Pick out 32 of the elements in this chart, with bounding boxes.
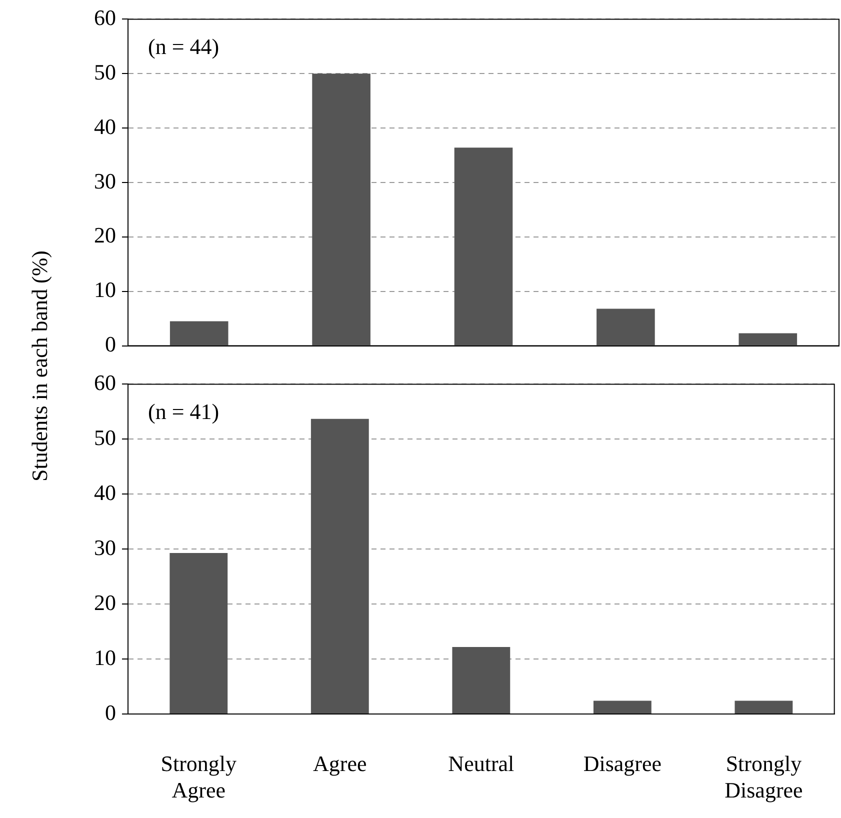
y-tick-label: 0	[105, 700, 116, 725]
y-tick-label: 10	[94, 277, 116, 302]
x-tick-label: Strongly Agree	[160, 750, 237, 802]
y-axis-title: Students in each band (%)	[27, 250, 53, 482]
x-tick-label: Agree	[313, 750, 367, 776]
x-tick-label: Disagree	[583, 750, 662, 776]
y-tick-label: 20	[94, 590, 116, 615]
x-tick-label: Strongly Disagree	[724, 750, 803, 802]
annotation: (n = 44)	[148, 34, 220, 59]
y-tick-label: 50	[94, 424, 116, 450]
bar	[170, 552, 228, 714]
bar	[596, 308, 655, 346]
y-tick-label: 10	[94, 644, 116, 670]
y-tick-label: 60	[94, 370, 116, 395]
y-tick-label: 30	[94, 534, 116, 560]
y-tick-label: 0	[105, 332, 116, 357]
y-tick-label: 60	[94, 4, 116, 30]
y-tick-label: 30	[94, 168, 116, 194]
bar	[454, 148, 513, 346]
y-tick-label: 40	[94, 480, 116, 505]
bar	[170, 321, 228, 346]
bar	[310, 418, 369, 714]
bar	[734, 700, 793, 714]
bar	[593, 700, 652, 714]
bar	[452, 646, 510, 714]
bar	[738, 333, 798, 346]
x-tick-label: Neutral	[448, 750, 514, 776]
y-tick-label: 50	[94, 59, 116, 84]
annotation: (n = 41)	[148, 398, 220, 424]
bar	[312, 74, 370, 346]
y-tick-label: 40	[94, 114, 116, 139]
y-tick-label: 20	[94, 222, 116, 248]
